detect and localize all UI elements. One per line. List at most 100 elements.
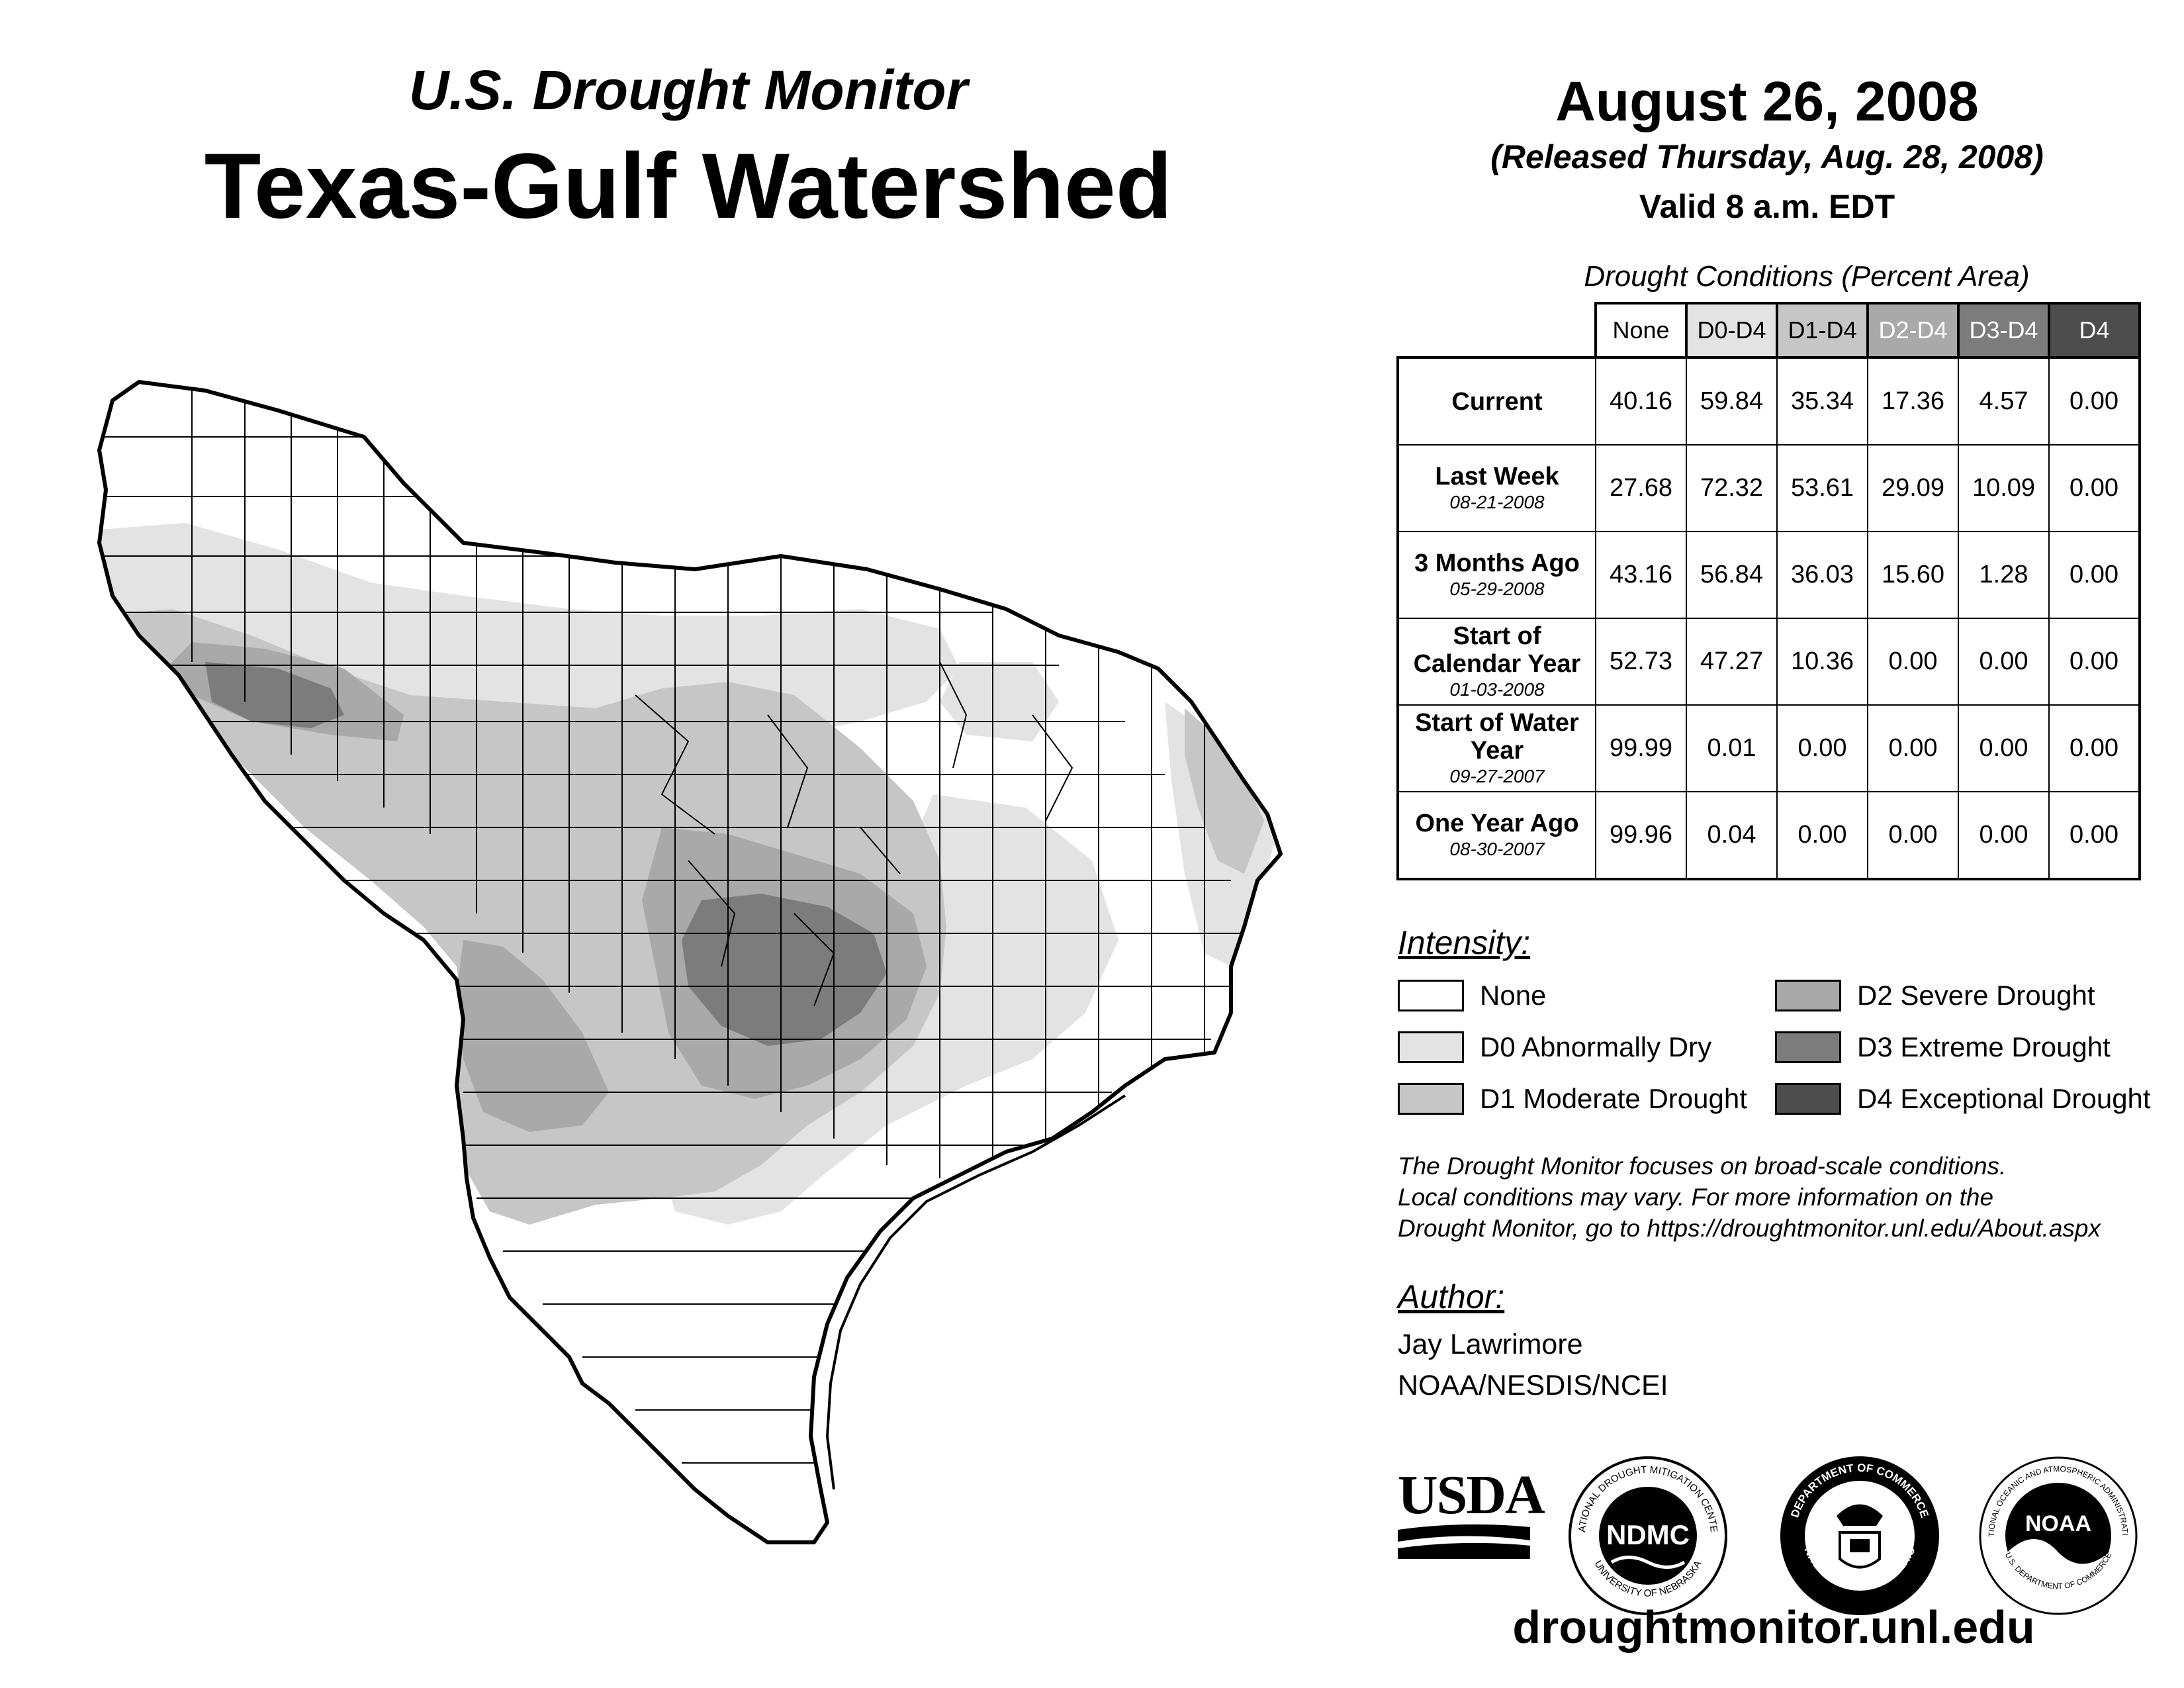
cell-none: 27.68 — [1595, 444, 1687, 532]
swatch-d4 — [1775, 1083, 1841, 1115]
swatch-d1 — [1398, 1083, 1464, 1115]
col-d1-d4: D1-D4 — [1776, 302, 1869, 359]
cell-d2-d4: 0.00 — [1867, 704, 1959, 792]
note-line: Local conditions may vary. For more info… — [1398, 1184, 1994, 1211]
legend-label: None — [1480, 980, 1547, 1011]
cell-d0-d4: 72.32 — [1686, 444, 1778, 532]
row-start-calendar-year: Start of Calendar Year 01-03-2008 52.73 4… — [1396, 618, 2141, 706]
row-label-text: Last Week — [1435, 462, 1559, 491]
cell-d0-d4: 56.84 — [1686, 531, 1778, 619]
usda-logo: USDA — [1398, 1463, 1545, 1559]
author-org: NOAA/NESDIS/NCEI — [1398, 1370, 1668, 1401]
cell-d4: 0.00 — [2048, 618, 2141, 706]
legend-label: D2 Severe Drought — [1857, 980, 2095, 1011]
row-label: Last Week 08-21-2008 — [1396, 444, 1596, 532]
cell-d4: 0.00 — [2048, 704, 2141, 792]
cell-d3-d4: 0.00 — [1958, 704, 2050, 792]
cell-d4: 0.00 — [2048, 444, 2141, 532]
row-start-water-year: Start of Water Year 09-27-2007 99.99 0.01… — [1396, 704, 2141, 792]
valid-time: Valid 8 a.m. EDT — [1639, 188, 1895, 225]
cell-d0-d4: 47.27 — [1686, 618, 1778, 706]
cell-d4: 0.00 — [2048, 356, 2141, 445]
note-line: The Drought Monitor focuses on broad-sca… — [1398, 1152, 2007, 1180]
row-label-text: Start of Calendar Year — [1413, 622, 1581, 678]
drought-stats-table: None D0-D4 D1-D4 D2-D4 D3-D4 D4 Current … — [1396, 302, 2141, 880]
swatch-d2 — [1775, 980, 1841, 1011]
cell-d0-d4: 59.84 — [1686, 356, 1778, 445]
swatch-none — [1398, 980, 1464, 1011]
row-current: Current 40.16 59.84 35.34 17.36 4.57 0.0… — [1396, 356, 2141, 445]
legend-item-none: None — [1398, 977, 1747, 1014]
row-date: 05-29-2008 — [1449, 578, 1545, 599]
legend-label: D3 Extreme Drought — [1857, 1031, 2111, 1062]
cell-none: 99.96 — [1595, 791, 1687, 880]
cell-d3-d4: 10.09 — [1958, 444, 2050, 532]
row-one-year-ago: One Year Ago 08-30-2007 99.96 0.04 0.00 0… — [1396, 791, 2141, 880]
legend-item-d0: D0 Abnormally Dry — [1398, 1029, 1747, 1066]
barrier-islands — [825, 1094, 1126, 1490]
ndmc-logo-text: NDMC — [1606, 1519, 1690, 1550]
cell-d2-d4: 0.00 — [1867, 791, 1959, 880]
row-label-text: Current — [1451, 387, 1543, 416]
noaa-bird-icon — [2007, 1539, 2109, 1589]
cell-d3-d4: 0.00 — [1958, 791, 2050, 880]
note-line: Drought Monitor, go to https://droughtmo… — [1398, 1215, 2101, 1242]
legend-label: D1 Moderate Drought — [1480, 1083, 1747, 1114]
usda-logo-text: USDA — [1398, 1464, 1545, 1526]
author-name: Jay Lawrimore — [1398, 1329, 1583, 1360]
doc-seal-logo: DEPARTMENT OF COMMERCE UNITED STATES OF … — [1777, 1453, 1939, 1615]
legend-column-right: D2 Severe Drought D3 Extreme Drought D4 … — [1775, 977, 2151, 1117]
legend-item-d2: D2 Severe Drought — [1775, 977, 2151, 1014]
row-last-week: Last Week 08-21-2008 27.68 72.32 53.61 29… — [1396, 444, 2141, 532]
row-date: 01-03-2008 — [1449, 679, 1545, 700]
swatch-d3 — [1775, 1031, 1841, 1063]
col-d4: D4 — [2048, 302, 2141, 359]
cell-d0-d4: 0.01 — [1686, 704, 1778, 792]
legend-title: Intensity: — [1398, 924, 1531, 961]
swatch-d0 — [1398, 1031, 1464, 1063]
row-label-text: One Year Ago — [1415, 809, 1579, 837]
cell-d0-d4: 0.04 — [1686, 791, 1778, 880]
ndmc-logo: NDMC NATIONAL DROUGHT MITIGATION CENTER … — [1565, 1453, 1727, 1615]
table-caption: Drought Conditions (Percent Area) — [1584, 260, 2030, 293]
cell-d3-d4: 0.00 — [1958, 618, 2050, 706]
cell-d4: 0.00 — [2048, 531, 2141, 619]
legend-column-left: None D0 Abnormally Dry D1 Moderate Droug… — [1398, 977, 1747, 1117]
map-subtitle: U.S. Drought Monitor — [408, 59, 968, 121]
map-date: August 26, 2008 — [1555, 70, 1979, 132]
legend-item-d3: D3 Extreme Drought — [1775, 1029, 2151, 1066]
cell-d2-d4: 0.00 — [1867, 618, 1959, 706]
row-label-text: 3 Months Ago — [1414, 549, 1580, 577]
row-label: Start of Calendar Year 01-03-2008 — [1396, 618, 1596, 706]
row-label: One Year Ago 08-30-2007 — [1396, 791, 1596, 880]
cell-d1-d4: 35.34 — [1776, 356, 1868, 445]
shield-icon — [1839, 1531, 1881, 1569]
author-title: Author: — [1398, 1278, 1505, 1315]
table-header-row: None D0-D4 D1-D4 D2-D4 D3-D4 D4 — [1398, 302, 2141, 359]
legend-item-d1: D1 Moderate Drought — [1398, 1080, 1747, 1117]
row-label: Current — [1396, 356, 1596, 445]
cell-none: 99.99 — [1595, 704, 1687, 792]
cell-d1-d4: 53.61 — [1776, 444, 1868, 532]
release-date: (Released Thursday, Aug. 28, 2008) — [1490, 138, 2044, 175]
footer-url[interactable]: droughtmonitor.unl.edu — [1512, 1601, 2035, 1653]
cell-none: 52.73 — [1595, 618, 1687, 706]
cell-d1-d4: 0.00 — [1776, 791, 1868, 880]
legend-item-d4: D4 Exceptional Drought — [1775, 1080, 2151, 1117]
author-block: Jay Lawrimore NOAA/NESDIS/NCEI — [1398, 1324, 1668, 1406]
disclaimer-note: The Drought Monitor focuses on broad-sca… — [1398, 1150, 2159, 1244]
cell-d3-d4: 4.57 — [1958, 356, 2050, 445]
row-label-text: Start of Water Year — [1415, 708, 1579, 765]
cell-d2-d4: 29.09 — [1867, 444, 1959, 532]
col-none: None — [1594, 302, 1688, 359]
eagle-icon — [1837, 1504, 1883, 1526]
cell-d1-d4: 36.03 — [1776, 531, 1868, 619]
cell-d1-d4: 0.00 — [1776, 704, 1868, 792]
cell-d1-d4: 10.36 — [1776, 618, 1868, 706]
map-title: Texas-Gulf Watershed — [204, 134, 1173, 238]
row-date: 09-27-2007 — [1449, 765, 1545, 786]
cell-d2-d4: 15.60 — [1867, 531, 1959, 619]
row-date: 08-21-2008 — [1449, 491, 1545, 512]
cell-none: 43.16 — [1595, 531, 1687, 619]
cell-none: 40.16 — [1595, 356, 1687, 445]
